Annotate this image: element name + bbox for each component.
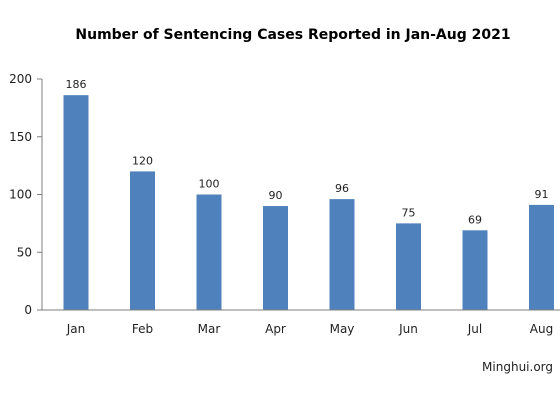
data-labels-group: 186 120 100 90 96 75 69 91 (66, 78, 549, 226)
x-tick-label-feb: Feb (132, 322, 153, 336)
data-label-jun: 75 (402, 206, 416, 219)
y-tick-label: 150 (9, 130, 32, 144)
x-tick-label-mar: Mar (198, 322, 221, 336)
data-label-may: 96 (335, 182, 349, 195)
data-label-apr: 90 (269, 189, 283, 202)
x-tick-label-aug: Aug (530, 322, 553, 336)
bar-jul (462, 230, 488, 310)
data-label-aug: 91 (535, 188, 549, 201)
data-label-jul: 69 (468, 213, 482, 226)
y-tick-label: 0 (24, 303, 32, 317)
data-label-jan: 186 (66, 78, 87, 91)
bar-feb (130, 171, 155, 310)
x-tick-label-jan: Jan (66, 322, 86, 336)
bar-jun (396, 223, 421, 310)
bar-aug (529, 204, 554, 310)
y-tick-label: 200 (9, 72, 32, 86)
bar-mar (196, 194, 222, 310)
data-label-mar: 100 (199, 178, 220, 191)
y-tick-label: 100 (9, 188, 32, 202)
data-label-feb: 120 (132, 154, 153, 167)
y-tick-label: 50 (17, 245, 32, 259)
x-tick-label-jun: Jun (398, 322, 418, 336)
chart-title: Number of Sentencing Cases Reported in J… (75, 27, 510, 43)
source-credit: Minghui.org (482, 360, 553, 374)
x-tick-label-may: May (330, 322, 355, 336)
x-tick-label-apr: Apr (265, 322, 286, 336)
bar-may (329, 199, 355, 310)
bar-apr (263, 206, 288, 310)
x-tick-label-jul: Jul (467, 322, 482, 336)
y-ticks-group: 0 50 100 150 200 (9, 72, 42, 317)
bars-group (63, 95, 554, 310)
x-ticks-group: Jan Feb Mar Apr May Jun Jul Aug (66, 322, 553, 336)
bar-jan (63, 95, 89, 310)
